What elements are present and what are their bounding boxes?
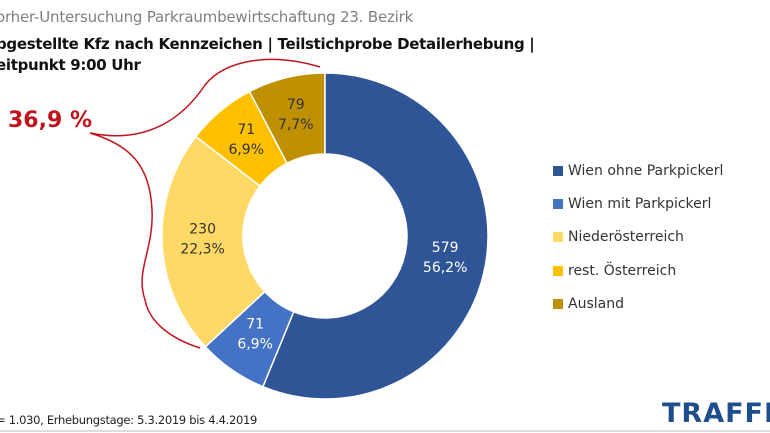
- data-label-percent: 56,2%: [423, 260, 467, 276]
- legend-label: rest. Österreich: [568, 262, 677, 279]
- legend-label: Ausland: [568, 295, 624, 312]
- legend-item: Niederösterreich: [553, 221, 723, 254]
- legend-label: Wien mit Parkpickerl: [568, 195, 712, 212]
- data-label-value: 579: [432, 240, 459, 256]
- traffix-logo: TRAFFIX: [662, 398, 770, 429]
- legend-swatch: [553, 232, 563, 243]
- legend-item: rest. Österreich: [553, 254, 723, 287]
- subtitle-line-1: bgestellte Kfz nach Kennzeichen | Teilst…: [0, 35, 535, 53]
- donut-slice: [161, 135, 266, 348]
- callout-brace: [89, 58, 321, 349]
- data-label-percent: 6,9%: [228, 142, 264, 158]
- footer-rule: [0, 430, 770, 432]
- legend-label: Niederösterreich: [568, 229, 684, 246]
- data-label-value: 79: [287, 97, 305, 113]
- legend-item: Wien mit Parkpickerl: [553, 187, 723, 220]
- data-label-percent: 7,7%: [278, 117, 314, 133]
- legend-swatch: [553, 165, 563, 176]
- donut-slice: [204, 290, 295, 388]
- legend-swatch: [553, 198, 563, 209]
- subtitle-line-2: eitpunkt 9:00 Uhr: [0, 56, 141, 74]
- legend-swatch: [553, 298, 563, 309]
- legend-item: Wien ohne Parkpickerl: [553, 154, 723, 187]
- chart-title: orher-Untersuchung Parkraumbewirtschaftu…: [0, 8, 414, 26]
- data-label-value: 71: [237, 122, 255, 138]
- donut-slice: [261, 72, 489, 400]
- legend-item: Ausland: [553, 287, 723, 320]
- data-label-percent: 6,9%: [237, 337, 273, 353]
- data-label-value: 230: [189, 222, 216, 238]
- legend: Wien ohne Parkpickerl Wien mit Parkpicker…: [553, 154, 723, 320]
- chart-subtitle: bgestellte Kfz nach Kennzeichen | Teilst…: [0, 34, 535, 76]
- data-label-value: 71: [246, 317, 264, 333]
- donut-slice: [194, 90, 289, 188]
- data-label-percent: 22,3%: [180, 242, 224, 258]
- footnote: = 1.030, Erhebungstage: 5.3.2019 bis 4.4…: [0, 413, 258, 427]
- legend-label: Wien ohne Parkpickerl: [568, 162, 724, 179]
- legend-swatch: [553, 265, 563, 276]
- callout-value: 36,9 %: [8, 108, 92, 133]
